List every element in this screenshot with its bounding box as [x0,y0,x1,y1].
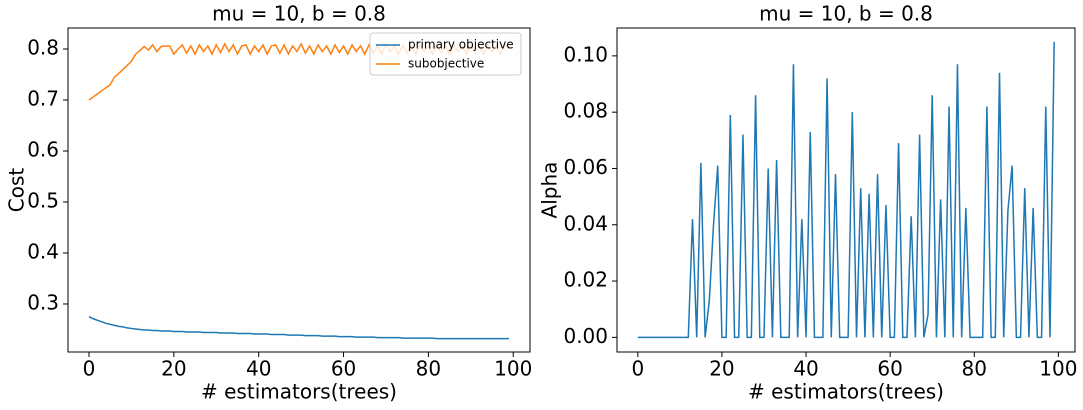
axes-frame [67,27,531,353]
x-tick-label: 80 [962,357,987,381]
x-tick-label: 40 [246,357,271,381]
y-tick-label: 0.7 [27,87,59,111]
x-tick-label: 40 [793,357,818,381]
chart-title: mu = 10, b = 0.8 [759,2,933,26]
y-tick-label: 0.10 [563,42,608,66]
legend-box [369,32,522,76]
y-tick-label: 0.08 [563,99,608,123]
legend-label: primary objective [408,38,514,52]
y-axis-label: Cost [5,168,29,213]
x-tick-label: 60 [331,357,356,381]
y-tick-label: 0.8 [27,36,59,60]
y-tick-label: 0.3 [27,290,59,314]
axes-frame [616,27,1076,353]
y-tick-label: 0.06 [563,155,608,179]
y-tick-label: 0.00 [563,324,608,348]
y-tick-label: 0.04 [563,211,608,235]
x-tick-label: 100 [1039,357,1077,381]
y-axis-label: Alpha [538,162,562,219]
x-tick-label: 0 [631,357,644,381]
x-tick-label: 60 [877,357,902,381]
y-tick-label: 0.4 [27,239,59,263]
y-tick-label: 0.6 [27,137,59,161]
y-tick-label: 0.5 [27,188,59,212]
x-tick-label: 20 [161,357,186,381]
chart-title: mu = 10, b = 0.8 [212,2,386,26]
x-tick-label: 80 [416,357,441,381]
legend-label: subobjective [408,57,484,71]
x-tick-label: 20 [709,357,734,381]
x-axis-label: # estimators(trees) [201,380,397,404]
x-tick-label: 0 [83,357,96,381]
x-tick-label: 100 [494,357,532,381]
y-tick-label: 0.02 [563,268,608,292]
line [88,316,509,340]
line [637,41,1055,339]
x-axis-label: # estimators(trees) [748,380,944,404]
